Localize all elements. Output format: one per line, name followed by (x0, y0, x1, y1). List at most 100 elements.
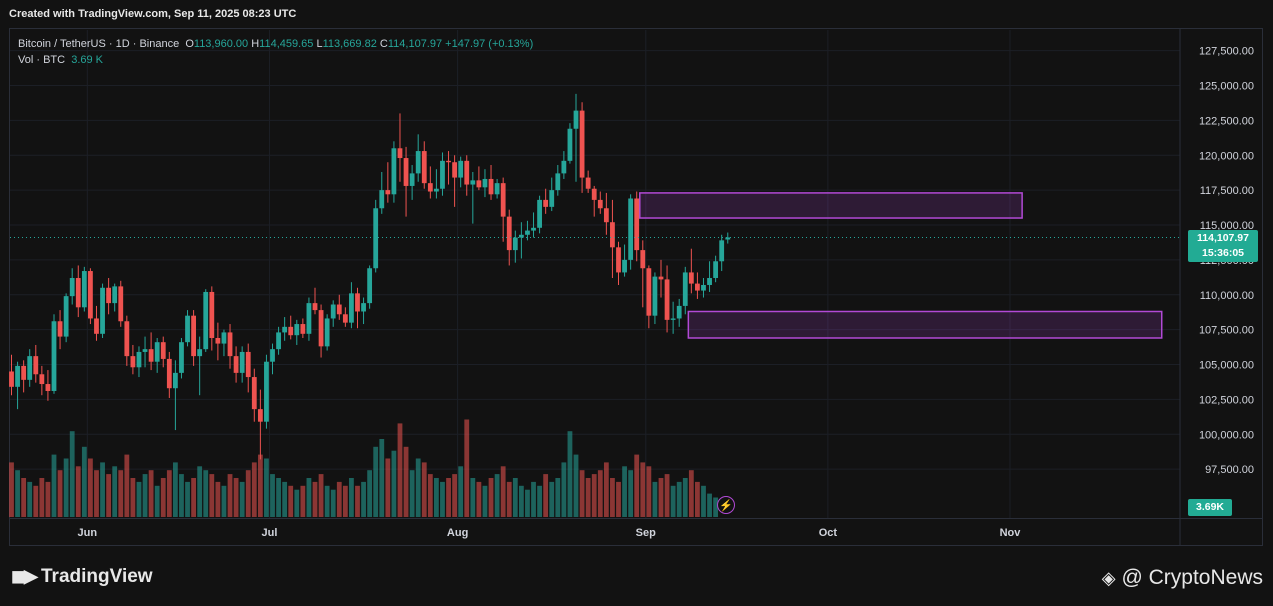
volume-bar (197, 466, 203, 517)
volume-bar (373, 446, 379, 517)
x-tick-label: Oct (819, 527, 838, 539)
volume-bar (33, 485, 39, 517)
y-tick-label: 120,000.00 (1199, 150, 1254, 162)
candle-body (421, 151, 427, 184)
candle-body (488, 178, 494, 195)
x-tick-label: Jul (261, 527, 277, 539)
candle-body (531, 227, 536, 231)
volume-bar (75, 466, 81, 517)
candle-body (676, 305, 682, 319)
volume-bar (160, 478, 166, 517)
volume-bar (318, 474, 324, 517)
candle-body (21, 365, 27, 380)
x-tick-label: Sep (636, 527, 656, 539)
candle-body (154, 342, 160, 362)
volume-bar (622, 466, 627, 517)
candle-body (373, 208, 379, 269)
candle-body (670, 318, 676, 320)
volume-bar (367, 470, 373, 517)
volume-bar (385, 458, 391, 517)
symbol-label[interactable]: Bitcoin / TetherUS · 1D · Binance (18, 38, 180, 50)
volume-bar (142, 474, 148, 517)
brand-label: TradingView (41, 566, 153, 587)
y-tick-label: 127,500.00 (1199, 46, 1254, 58)
candle-body (603, 208, 609, 223)
volume-bar (45, 481, 51, 517)
candle-body (136, 351, 142, 368)
volume-bar (427, 474, 433, 517)
candle-body (349, 293, 354, 323)
candle-body (57, 321, 63, 337)
candle-body (500, 183, 506, 217)
candle-body (233, 356, 239, 373)
volume-bar (172, 462, 178, 517)
volume-bar (421, 462, 427, 517)
volume-bar (512, 478, 518, 517)
volume-label[interactable]: Vol · BTC (18, 54, 66, 66)
candle-body (160, 342, 166, 359)
candle-body (27, 356, 33, 380)
candle-body (172, 372, 178, 389)
volume-bar (342, 485, 348, 517)
candle-body (336, 304, 342, 315)
candle-body (713, 261, 719, 279)
candle-body (555, 173, 561, 191)
candle-body (245, 351, 251, 378)
candle-body (270, 349, 275, 362)
candle-body (330, 304, 336, 319)
last-price-value: 114,107.97 (1197, 232, 1249, 244)
candle-body (264, 361, 269, 422)
candle-body (652, 276, 658, 316)
open-value: 113,960.00 (193, 38, 249, 50)
candle-body (610, 222, 615, 248)
candle-body (221, 332, 227, 344)
candle-body (695, 283, 700, 291)
candle-body (367, 268, 373, 304)
candle-body (142, 349, 148, 352)
high-label: H (251, 38, 260, 50)
volume-bar (39, 478, 45, 517)
volume-bar (361, 481, 366, 517)
candle-body (81, 271, 87, 308)
tv-logo-icon: ◼▶ (11, 566, 38, 586)
candle-body (100, 287, 105, 334)
volume-bar (51, 454, 57, 517)
candle-body (15, 365, 20, 387)
high-value: 114,459.65 (259, 38, 314, 50)
candle-body (215, 337, 221, 344)
candle-body (415, 151, 421, 174)
volume-bar (270, 474, 275, 517)
volume-bar (69, 431, 75, 517)
y-tick-label: 105,000.00 (1199, 360, 1254, 372)
lightning-icon[interactable]: ⚡ (717, 496, 735, 514)
candle-body (543, 199, 549, 207)
volume-bar (616, 481, 621, 517)
source-label: @ CryptoNews (1121, 566, 1263, 589)
volume-tag: 3.69K (1188, 499, 1232, 516)
candle-body (403, 158, 409, 186)
candle-body (69, 278, 75, 297)
volume-bar (701, 485, 706, 517)
candle-body (191, 315, 196, 357)
candle-body (88, 271, 93, 319)
candle-body (549, 190, 555, 207)
volume-bar (282, 481, 288, 517)
volume-bar (179, 474, 184, 517)
candle-body (306, 303, 312, 334)
volume-bar (440, 481, 445, 517)
chart-legend: Bitcoin / TetherUS · 1D · Binance O113,9… (18, 36, 533, 68)
ohlc-row: Bitcoin / TetherUS · 1D · Binance O113,9… (18, 36, 533, 52)
candle-body (628, 198, 634, 260)
candle-body (148, 349, 154, 362)
volume-bar (525, 489, 530, 517)
candle-body (282, 326, 288, 333)
low-label: L (316, 38, 323, 50)
created-with-text: Created with TradingView.com, Sep 11, 20… (9, 8, 297, 20)
volume-bar (573, 454, 579, 517)
volume-bar (203, 470, 209, 517)
candle-body (106, 287, 112, 304)
candle-body (622, 259, 627, 273)
y-tick-label: 125,000.00 (1199, 81, 1254, 93)
candle-body (209, 291, 215, 338)
